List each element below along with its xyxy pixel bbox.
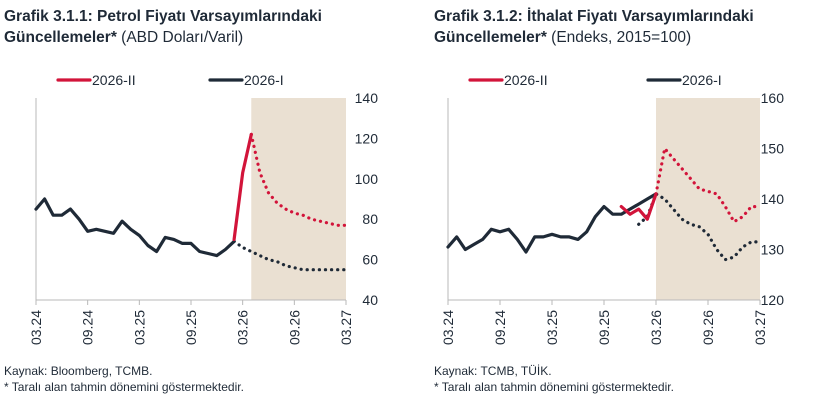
legend-label: 2026-II [92, 72, 136, 88]
legend-label: 2026-I [682, 72, 722, 88]
y-tick-label: 100 [355, 171, 379, 187]
x-tick-label: 03.24 [28, 310, 44, 345]
y-tick-label: 40 [362, 292, 378, 308]
series-2026-I-forecast-line [637, 191, 762, 262]
chart-title-line2: Güncellemeler* [4, 29, 117, 46]
footnote: * Taralı alan tahmin dönemini göstermekt… [434, 380, 674, 394]
footnote: * Taralı alan tahmin dönemini göstermekt… [4, 380, 244, 394]
chart-title: Grafik 3.1.1: Petrol Fiyatı Varsayımları… [4, 6, 322, 48]
chart-subtitle: (ABD Doları/Varil) [121, 29, 244, 46]
x-tick-label: 09.26 [700, 310, 716, 345]
series-2026-II-actual-line [619, 192, 658, 221]
series-2026-II-forecast-line [654, 144, 762, 224]
petrol-line-chart: 40 60 80 100 120 140 03.24 09.24 03.25 09.25 03.26… [28, 72, 379, 345]
chart-panel-ithalat: Grafik 3.1.2: İthalat Fiyatı Varsayımlar… [430, 0, 813, 406]
x-tick-label: 09.26 [286, 310, 302, 345]
chart-notes: Kaynak: TCMB, TÜİK. * Taralı alan tahmin… [434, 363, 674, 395]
y-tick-label: 160 [761, 90, 785, 106]
x-tick-label: 09.24 [492, 310, 508, 345]
chart-subtitle: (Endeks, 2015=100) [551, 29, 692, 46]
x-tick-label: 03.25 [544, 310, 560, 345]
x-tick-label: 03.27 [338, 310, 354, 345]
x-tick-label: 03.27 [752, 310, 768, 345]
series-2026-I-forecast-line [232, 239, 348, 272]
chart-panel-petrol: Grafik 3.1.1: Petrol Fiyatı Varsayımları… [0, 0, 400, 406]
x-tick-label: 09.24 [80, 310, 96, 345]
y-tick-label: 80 [362, 211, 378, 227]
x-tick-label: 09.25 [596, 310, 612, 345]
y-tick-label: 140 [355, 90, 379, 106]
chart-notes: Kaynak: Bloomberg, TCMB. * Taralı alan t… [4, 363, 244, 395]
chart-title-line1: Grafik 3.1.1: Petrol Fiyatı Varsayımları… [4, 8, 322, 25]
source-note: Kaynak: TCMB, TÜİK. [434, 364, 552, 378]
y-tick-label: 120 [761, 292, 785, 308]
x-tick-label: 03.26 [648, 310, 664, 345]
forecast-shading [656, 98, 760, 300]
chart-title-line2: Güncellemeler* [434, 29, 547, 46]
series-2026-I-actual-line [34, 197, 236, 258]
chart-title: Grafik 3.1.2: İthalat Fiyatı Varsayımlar… [434, 6, 754, 48]
legend-label: 2026-II [504, 72, 548, 88]
legend-label: 2026-I [244, 72, 284, 88]
x-tick-label: 09.25 [183, 310, 199, 345]
y-tick-label: 120 [355, 130, 379, 146]
y-tick-label: 60 [362, 252, 378, 268]
x-tick-label: 03.24 [440, 310, 456, 345]
y-tick-label: 140 [761, 191, 785, 207]
y-tick-label: 150 [761, 141, 785, 157]
chart-title-line1: Grafik 3.1.2: İthalat Fiyatı Varsayımlar… [434, 8, 754, 25]
y-tick-label: 130 [761, 242, 785, 258]
series-2026-I-actual-line [446, 192, 658, 254]
series-2026-II-forecast-line [249, 132, 348, 227]
ithalat-line-chart: 120 130 140 150 160 03.24 09.24 03.25 09.25 03.26… [440, 72, 785, 345]
x-tick-label: 03.25 [131, 310, 147, 345]
source-note: Kaynak: Bloomberg, TCMB. [4, 364, 153, 378]
forecast-shading [251, 98, 346, 300]
series-2026-II-actual-line [232, 132, 253, 241]
x-tick-label: 03.26 [235, 310, 251, 345]
